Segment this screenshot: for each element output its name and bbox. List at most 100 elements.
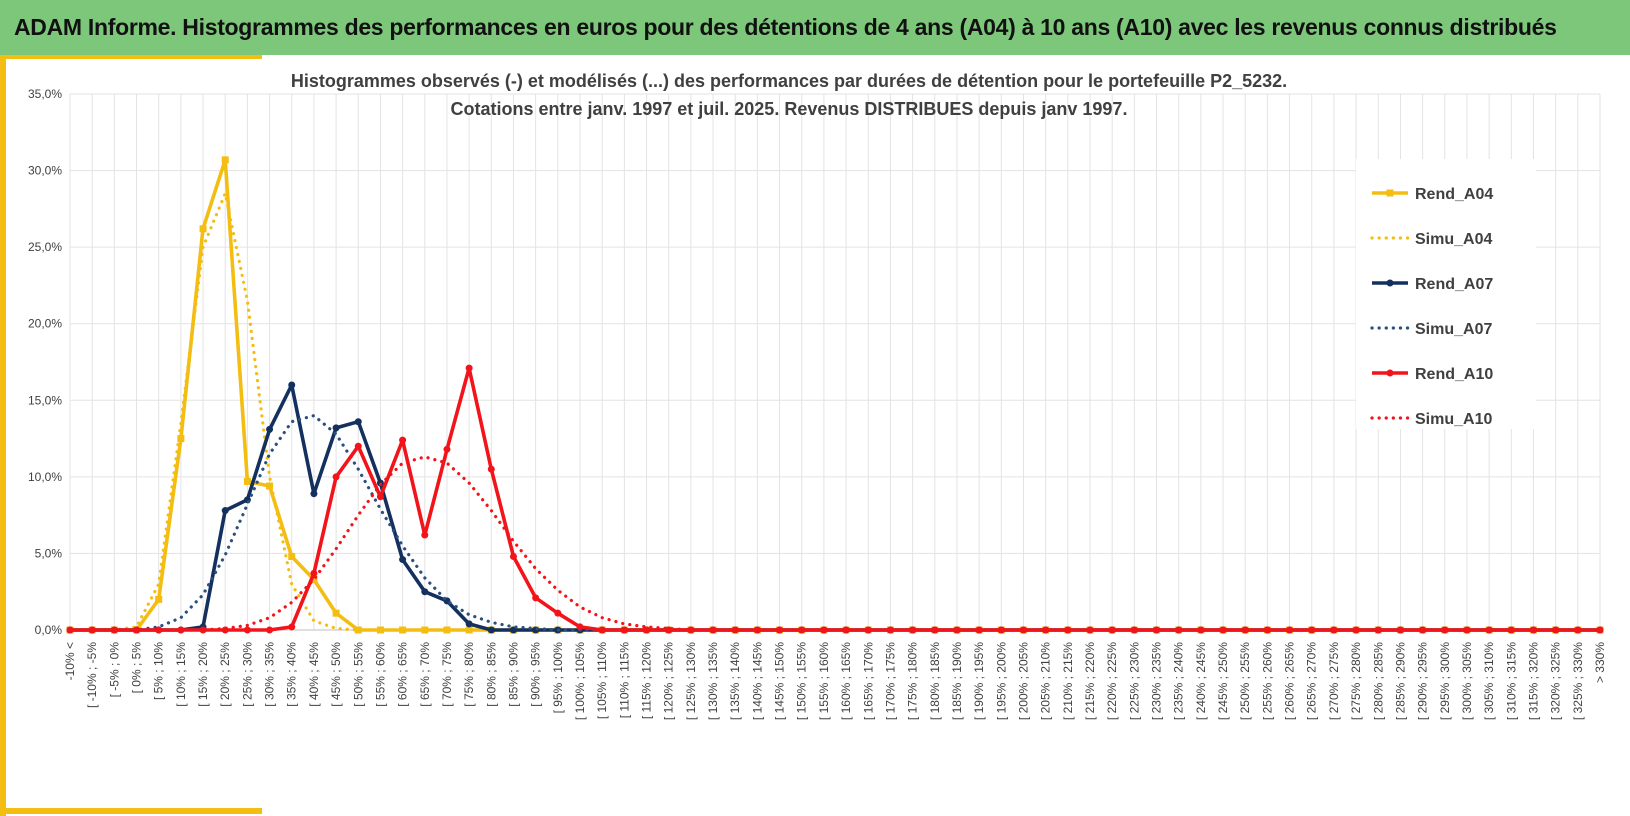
x-tick-label: [ 10% ; 15%	[174, 642, 188, 707]
data-point-rend-a10	[1574, 626, 1582, 634]
x-tick-label: [ 155% ; 160%	[817, 642, 831, 720]
data-point-rend-a10	[620, 626, 628, 634]
data-point-rend-a07	[288, 381, 296, 389]
y-tick-label: 5,0%	[35, 546, 63, 560]
x-tick-label: [ 275% ; 280%	[1349, 642, 1363, 720]
y-tick-label: 20,0%	[28, 317, 62, 331]
data-point-rend-a10	[133, 626, 141, 634]
data-point-rend-a10	[864, 626, 872, 634]
x-tick-label: [ 110% ; 115%	[617, 642, 631, 719]
chart-legend: Rend_A04 Simu_A04 Rend_A07 Simu_A07 Rend_A10…	[1370, 186, 1493, 428]
data-point-rend-a07	[354, 418, 362, 426]
x-tick-label: [ -5% ; 0%	[107, 642, 121, 698]
x-tick-label: [ 235% ; 240%	[1172, 642, 1186, 720]
x-tick-label: [ 255% ; 260%	[1260, 642, 1274, 720]
x-tick-label: [ 245% ; 250%	[1216, 642, 1230, 720]
x-tick-label: [ 310% ; 315%	[1504, 642, 1518, 720]
y-tick-label: 10,0%	[28, 470, 62, 484]
series-line-simu-a04	[68, 191, 1602, 632]
x-tick-label: [ 325% ; 330%	[1571, 642, 1585, 720]
page-title: ADAM Informe. Histogrammes des performan…	[14, 14, 1557, 40]
x-tick-label: [ 185% ; 190%	[950, 642, 964, 720]
x-tick-label: [ 215% ; 220%	[1083, 642, 1097, 720]
x-tick-label: [ 295% ; 300%	[1438, 642, 1452, 720]
x-tick-label: [ 305% ; 310%	[1482, 642, 1496, 720]
y-tick-label: 35,0%	[28, 87, 62, 101]
data-point-rend-a10	[1396, 626, 1404, 634]
data-point-rend-a07	[221, 507, 229, 515]
x-tick-label: [ 315% ; 320%	[1526, 642, 1540, 720]
legend-marker-rend-a07	[1386, 279, 1394, 287]
legend-label-rend-a10: Rend_A10	[1415, 366, 1493, 383]
x-tick-label: [ 70% ; 75%	[440, 642, 454, 707]
data-point-rend-a10	[820, 626, 828, 634]
data-point-rend-a04	[199, 225, 207, 233]
x-tick-label: [ 30% ; 35%	[263, 642, 277, 707]
x-tick-label: [ 180% ; 185%	[928, 642, 942, 720]
x-tick-label: [ 135% ; 140%	[728, 642, 742, 720]
x-tick-label: [ 65% ; 70%	[418, 642, 432, 707]
data-point-rend-a10	[1241, 626, 1249, 634]
y-axis-ticks: 0,0% 5,0% 10,0% 15,0% 20,0% 25,0% 30,0% 35,0%	[28, 87, 62, 637]
data-point-rend-a10	[1042, 626, 1050, 634]
frame-accent-bottom	[0, 808, 262, 814]
data-point-rend-a10	[598, 626, 606, 634]
legend-label-simu-a07: Simu_A07	[1415, 321, 1492, 338]
x-tick-label: -10% <	[63, 642, 77, 680]
data-point-rend-a10	[665, 626, 673, 634]
x-tick-label: [ 280% ; 285%	[1371, 642, 1385, 720]
data-point-rend-a10	[376, 493, 384, 501]
x-tick-label: [ 140% ; 145%	[750, 642, 764, 720]
data-point-rend-a04	[177, 435, 185, 443]
data-point-rend-a10	[443, 445, 451, 453]
data-point-rend-a10	[886, 626, 894, 634]
data-point-rend-a10	[1352, 626, 1360, 634]
series-line-simu-a07	[68, 414, 1602, 632]
x-tick-label: [ 225% ; 230%	[1127, 642, 1141, 720]
data-point-rend-a10	[1529, 626, 1537, 634]
series-line-simu-a10	[68, 455, 1602, 632]
data-point-rend-a10	[687, 626, 695, 634]
data-point-rend-a10	[1219, 626, 1227, 634]
x-tick-label: [ 105% ; 110%	[595, 642, 609, 719]
data-point-rend-a07	[332, 424, 340, 432]
x-tick-label: [ 230% ; 235%	[1150, 642, 1164, 720]
x-tick-label: [ 250% ; 255%	[1238, 642, 1252, 720]
chart-series	[66, 156, 1604, 634]
frame-accent-left	[0, 55, 6, 816]
legend-box	[1356, 159, 1536, 429]
x-axis-ticks: -10% < [ -10% ; -5% [ -5% ; 0% [ 0% ; 5% [ 5…	[63, 642, 1607, 720]
x-tick-label: [ 175% ; 180%	[906, 642, 920, 720]
legend-label-simu-a04: Simu_A04	[1415, 231, 1492, 248]
data-point-rend-a04	[354, 626, 362, 634]
data-point-rend-a10	[532, 594, 540, 602]
x-tick-label: [ 0% ; 5%	[130, 642, 144, 694]
x-tick-label: [ 200% ; 205%	[1016, 642, 1030, 720]
data-point-rend-a10	[554, 609, 562, 617]
x-tick-label: [ 130% ; 135%	[706, 642, 720, 720]
x-tick-label: [ 205% ; 210%	[1039, 642, 1053, 720]
y-tick-label: 0,0%	[35, 623, 63, 637]
data-point-rend-a04	[376, 626, 384, 634]
data-point-rend-a10	[310, 569, 318, 577]
data-point-rend-a10	[975, 626, 983, 634]
data-point-rend-a10	[709, 626, 717, 634]
data-point-rend-a10	[199, 626, 207, 634]
x-tick-label: [ 100% ; 105%	[573, 642, 587, 720]
data-point-rend-a07	[487, 626, 495, 634]
x-tick-label: [ 45% ; 50%	[329, 642, 343, 707]
data-point-rend-a10	[1019, 626, 1027, 634]
data-point-rend-a10	[576, 623, 584, 631]
y-tick-label: 25,0%	[28, 240, 62, 254]
data-point-rend-a10	[1552, 626, 1560, 634]
legend-label-rend-a04: Rend_A04	[1415, 186, 1493, 203]
data-point-rend-a04	[266, 482, 274, 490]
data-point-rend-a10	[354, 442, 362, 450]
x-tick-label: [ 15% ; 20%	[196, 642, 210, 707]
data-point-rend-a10	[399, 436, 407, 444]
x-tick-label: [ 150% ; 155%	[795, 642, 809, 720]
data-point-rend-a10	[509, 552, 517, 560]
x-tick-label: [ 210% ; 215%	[1061, 642, 1075, 720]
x-tick-label: [ 270% ; 275%	[1327, 642, 1341, 720]
x-tick-label: [ 125% ; 130%	[684, 642, 698, 720]
